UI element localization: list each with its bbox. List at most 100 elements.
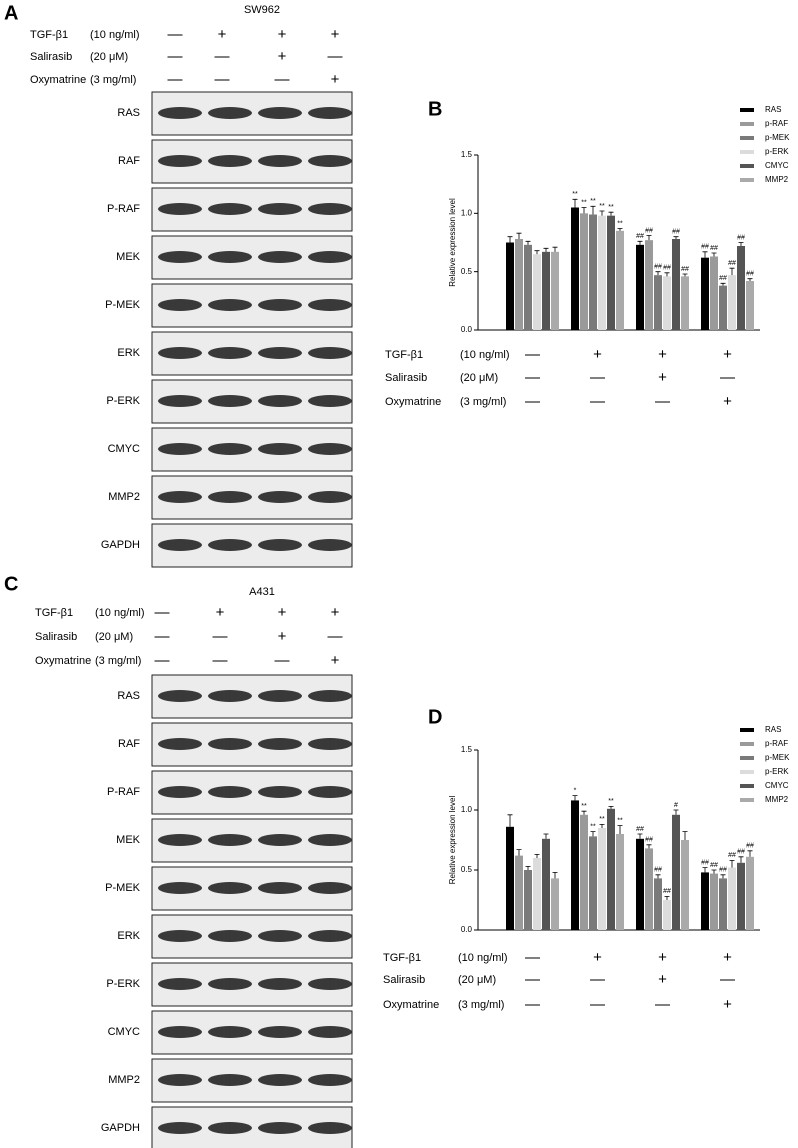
blot-label: RAF [118,155,140,167]
significance-mark: ## [728,852,736,859]
blot-band [258,251,302,263]
error-bar [738,856,744,863]
bar [746,281,754,330]
error-bar [729,860,735,868]
blot-label: P-ERK [106,978,140,990]
blot-band [208,107,252,119]
blot-band [308,1122,352,1134]
blot-label: P-RAF [107,786,140,798]
blot-band [158,834,202,846]
bar [737,862,745,930]
error-bar [720,874,726,879]
bar [737,246,745,330]
error-bar [516,849,522,856]
treatment-sign: — [275,71,290,88]
significance-mark: ** [599,203,605,210]
treatment-sign: — [155,652,170,669]
blot-band [208,491,252,503]
blot-band [258,930,302,942]
treatment-dose: (3 mg/ml) [90,74,136,86]
error-bar [599,824,605,828]
bar [598,828,606,930]
error-bar [525,240,531,245]
blot-band [208,203,252,215]
y-axis-label: Relative expression level [448,796,457,885]
legend-swatch [740,798,754,802]
bar [654,878,662,930]
blot-label: MMP2 [108,491,140,503]
error-bar [552,246,558,252]
blot-label: RAS [117,690,140,702]
bar [589,836,597,930]
treatment-name: TGF-β1 [383,952,421,964]
legend-swatch [740,164,754,168]
error-bar [590,831,596,837]
panel-letter: C [4,573,18,595]
error-bar [664,896,670,900]
treatment-sign: + [331,71,340,88]
error-bar [617,825,623,834]
bar [645,240,653,330]
treatment-sign: + [723,996,732,1013]
treatment-sign: + [331,652,340,669]
legend-label: p-MEK [765,753,790,762]
legend-label: MMP2 [765,175,789,184]
error-bar [590,205,596,215]
panel-letter: D [428,706,442,728]
blot-band [308,251,352,263]
error-bar [572,198,578,208]
treatment-sign: + [658,369,667,386]
error-bar [543,247,549,252]
treatment-sign: — [168,48,183,65]
bar [571,207,579,330]
blot-band [308,491,352,503]
y-tick-label: 1.0 [461,805,473,814]
blot-band [208,930,252,942]
blot-band [158,107,202,119]
treatment-sign: — [525,393,540,410]
error-bar [646,235,652,241]
blot-band [158,1026,202,1038]
blot-band [258,690,302,702]
error-bar [720,282,726,286]
blot-band [208,347,252,359]
error-bar [617,228,623,231]
bar [551,251,559,330]
treatment-sign: — [215,71,230,88]
significance-mark: ** [599,816,605,823]
blot-band [258,443,302,455]
treatment-sign: + [723,346,732,363]
treatment-dose: (10 ng/ml) [460,349,510,361]
treatment-dose: (3 mg/ml) [460,396,506,408]
bar [598,215,606,330]
blot-label: P-MEK [105,882,141,894]
blot-band [158,882,202,894]
blot-band [308,1074,352,1086]
treatment-name: Salirasib [35,631,77,643]
blot-band [208,395,252,407]
blot-band [208,1122,252,1134]
bar [672,239,680,330]
blot-band [258,786,302,798]
significance-mark: ## [737,849,745,856]
bar [571,800,579,930]
blot-band [258,203,302,215]
blot-label: ERK [117,930,140,942]
error-bar [702,867,708,873]
treatment-sign: — [168,26,183,43]
significance-mark: ** [581,803,587,810]
bar [580,213,588,330]
y-axis-label: Relative expression level [448,198,457,287]
blot-label: P-MEK [105,299,141,311]
blot-band [258,155,302,167]
treatment-dose: (10 ng/ml) [95,607,145,619]
error-bar [543,833,549,839]
blot-label: MEK [116,251,141,263]
bar [506,242,514,330]
legend-label: CMYC [765,781,789,790]
treatment-sign: — [525,996,540,1013]
treatment-sign: — [590,369,605,386]
blot-band [208,690,252,702]
treatment-name: TGF-β1 [385,349,423,361]
